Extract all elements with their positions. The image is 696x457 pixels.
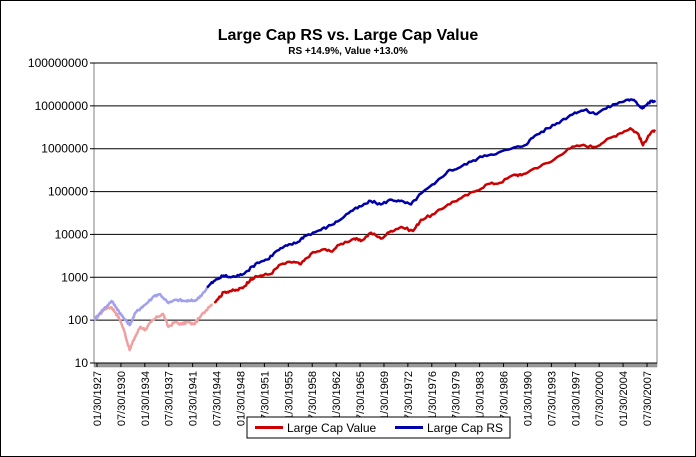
legend-label-large-cap-value: Large Cap Value [287,421,377,435]
y-tick-label: 100000000 [28,56,88,70]
x-tick-label: 01/30/1934 [140,371,152,426]
x-tick-label: 07/30/1937 [164,371,176,426]
x-tick-label: 07/30/1944 [212,371,224,426]
x-tick-label: 07/30/1979 [451,371,463,426]
x-tick-label: 07/30/1986 [499,371,511,426]
chart-subtitle: RS +14.9%, Value +13.0% [288,46,408,57]
series-line-large-cap-rs-early [93,287,209,327]
chart-title: Large Cap RS vs. Large Cap Value [218,27,479,44]
x-tick-label: 01/30/1969 [379,371,391,426]
y-tick-label: 100000 [48,185,88,199]
x-tick-label: 01/30/1997 [570,371,582,426]
x-tick-label: 07/30/1965 [355,371,367,426]
x-tick-label: 01/30/1990 [522,371,534,426]
plot-area [93,62,658,364]
x-tick-label: 01/30/1927 [92,371,104,426]
legend-box [246,416,511,439]
x-axis-ticks: 01/30/1927 07/30/1930 01/30/1934 07/30/1937… [92,363,654,426]
x-tick-label: 01/30/1962 [331,371,343,426]
x-tick-label: 07/30/1951 [259,371,271,426]
y-axis-ticks: 10 100 1000 10000 100000 1000000 10000000 10000… [28,56,94,370]
x-tick-label: 01/30/1941 [188,371,200,426]
x-tick-label: 07/30/1972 [403,371,415,426]
legend-label-large-cap-rs: Large Cap RS [427,421,503,435]
x-tick-label: 01/30/1955 [283,371,295,426]
x-tick-label: 01/30/1983 [475,371,487,426]
y-tick-label: 1000000 [41,142,88,156]
series-lines [92,98,657,352]
x-tick-label: 07/30/1930 [116,371,128,426]
x-tick-label: 07/30/2000 [594,371,606,426]
series-line-large-cap-rs [206,98,657,289]
y-tick-label: 10 [75,356,89,370]
gridlines [94,62,657,364]
x-tick-label: 01/30/1976 [427,371,439,426]
series-line-large-cap-value-early [92,303,213,352]
x-tick-label: 01/30/2004 [618,371,630,426]
y-tick-label: 100 [68,313,88,327]
x-tick-label: 07/30/1958 [307,371,319,426]
x-tick-label: 07/30/2007 [642,371,654,426]
y-tick-label: 10000000 [35,99,89,113]
series-line-large-cap-value [213,127,657,304]
x-tick-label: 07/30/1993 [546,371,558,426]
legend: Large Cap Value Large Cap RS [246,416,511,439]
plot-floor [93,362,658,368]
y-tick-label: 10000 [55,227,89,241]
y-tick-label: 1000 [61,270,88,284]
x-tick-label: 01/30/1948 [235,371,247,426]
